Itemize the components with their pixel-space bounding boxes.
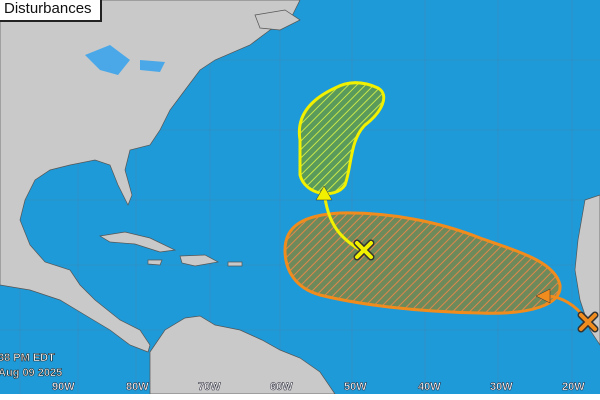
lon-label: 60W: [270, 381, 293, 394]
north-america: [0, 0, 301, 353]
jamaica: [147, 259, 163, 266]
lon-label: 30W: [490, 381, 513, 394]
great-lakes: [85, 45, 165, 75]
yellow-disturbance-x-icon[interactable]: [353, 239, 375, 261]
lon-label: 70W: [198, 381, 221, 394]
yellow-outlook-area: [297, 81, 386, 196]
lon-label: 50W: [344, 381, 367, 394]
cuba: [98, 231, 177, 253]
lon-label: 20W: [562, 381, 585, 394]
timestamp-date: Aug 09 2025: [0, 367, 63, 380]
hispaniola: [179, 254, 220, 267]
lon-label: 40W: [418, 381, 441, 394]
map-title: Disturbances: [0, 0, 102, 22]
bottom-strip: [0, 394, 600, 400]
timestamp-time: 38 PM EDT: [0, 352, 55, 365]
lon-label: 90W: [52, 381, 75, 394]
puerto-rico: [227, 261, 243, 267]
yellow-track-arrow: [323, 197, 361, 252]
lon-label: 80W: [126, 381, 149, 394]
orange-arrowhead-icon: [535, 288, 551, 304]
orange-disturbance-x-icon[interactable]: [577, 311, 599, 333]
orange-outlook-area: [283, 211, 562, 315]
newfoundland: [254, 9, 301, 31]
yellow-arrowhead-icon: [315, 185, 333, 201]
